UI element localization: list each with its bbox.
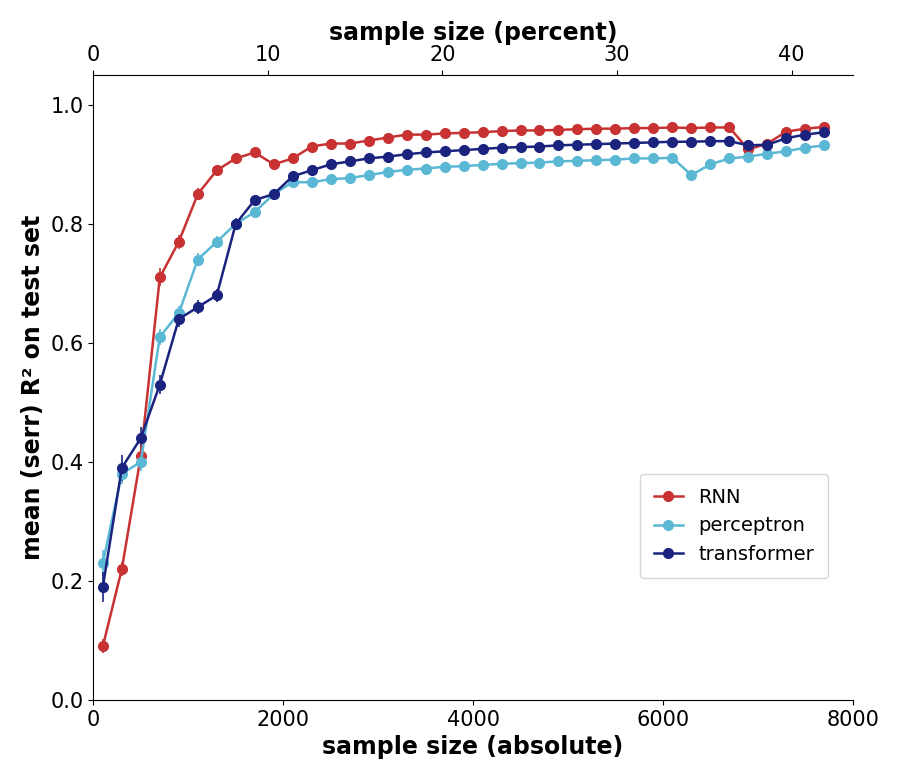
X-axis label: sample size (absolute): sample size (absolute) xyxy=(322,736,624,759)
Y-axis label: mean (serr) R² on test set: mean (serr) R² on test set xyxy=(21,215,45,560)
Legend: RNN, perceptron, transformer: RNN, perceptron, transformer xyxy=(640,474,828,578)
X-axis label: sample size (percent): sample size (percent) xyxy=(328,21,617,44)
